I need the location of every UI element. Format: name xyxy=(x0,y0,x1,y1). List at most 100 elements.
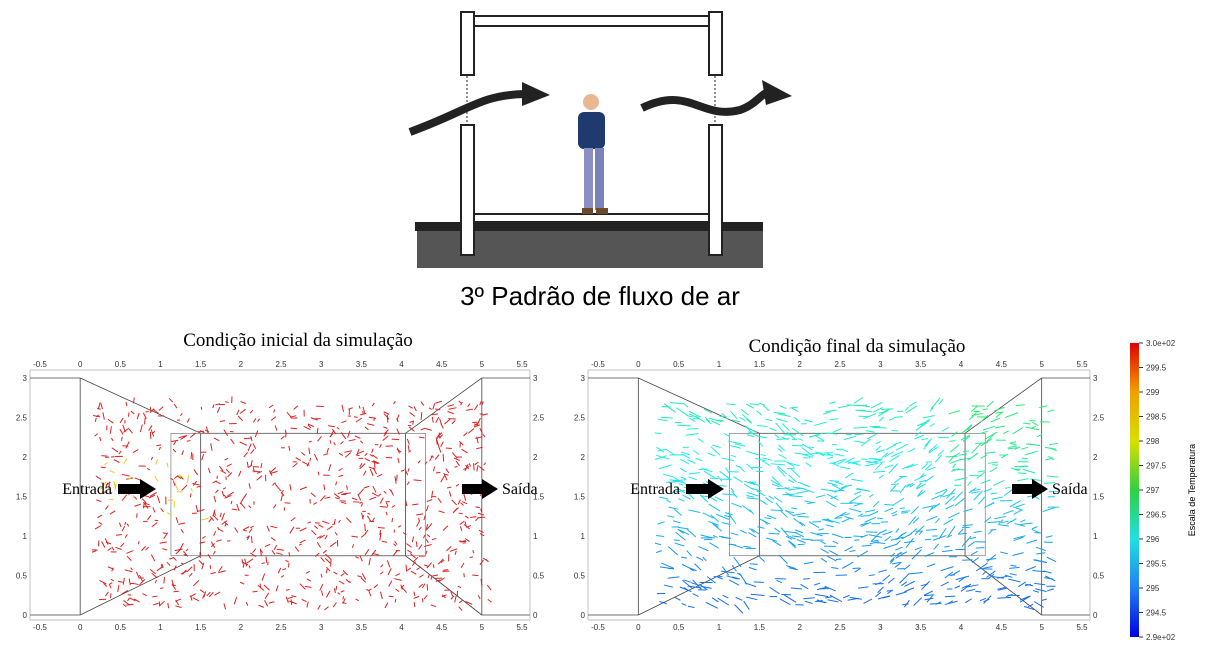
flow-vector xyxy=(848,598,859,600)
flow-vector xyxy=(386,512,387,515)
flow-vector xyxy=(105,506,108,510)
flow-vector xyxy=(974,531,982,532)
flow-vector xyxy=(125,534,127,537)
flow-vector xyxy=(747,464,753,470)
flow-vector xyxy=(906,538,913,547)
flow-vector xyxy=(261,563,264,564)
flow-vector xyxy=(336,482,337,486)
flow-vector xyxy=(761,455,766,456)
flow-vector xyxy=(746,451,758,455)
flow-vector xyxy=(474,405,477,410)
flow-vector xyxy=(456,484,459,486)
flow-vector xyxy=(327,526,332,530)
y-tick-label: 0 xyxy=(1093,611,1098,620)
flow-vector xyxy=(1018,473,1026,474)
flow-vector xyxy=(935,455,941,462)
flow-vector xyxy=(126,402,127,406)
flow-vector xyxy=(291,596,296,597)
flow-vector xyxy=(416,541,417,546)
flow-vector xyxy=(785,510,794,516)
flow-vector xyxy=(849,509,861,512)
y-tick-label: 1.5 xyxy=(1093,493,1105,502)
flow-vector xyxy=(978,471,986,472)
flow-vector xyxy=(981,415,988,422)
flow-vector xyxy=(300,487,307,490)
flow-vector xyxy=(931,398,940,409)
flow-vector xyxy=(193,580,199,585)
flow-vector xyxy=(136,572,139,579)
flow-vector xyxy=(253,549,256,553)
flow-vector xyxy=(708,453,716,456)
x-tick-label: 3.5 xyxy=(356,360,368,369)
flow-vector xyxy=(412,537,413,542)
colorbar-tick-label: 295 xyxy=(1146,584,1160,593)
flow-vector xyxy=(695,564,701,570)
flow-vector xyxy=(242,559,243,563)
flow-vector xyxy=(324,484,325,490)
flow-vector xyxy=(752,488,762,491)
flow-vector xyxy=(466,409,473,410)
flow-vector xyxy=(444,419,450,424)
flow-vector xyxy=(306,571,310,573)
flow-vector xyxy=(470,517,476,518)
flow-vector xyxy=(804,562,813,564)
x-tick-label: 3 xyxy=(319,360,324,369)
flow-vector xyxy=(323,550,326,553)
flow-vector xyxy=(309,441,312,442)
flow-vector xyxy=(325,497,331,498)
flow-vector xyxy=(441,475,445,482)
x-tick-label: 0 xyxy=(636,623,641,632)
flow-vector xyxy=(1021,447,1028,449)
flow-vector xyxy=(429,408,432,410)
flow-vector xyxy=(119,451,121,454)
flow-vector xyxy=(121,543,125,547)
flow-vector xyxy=(774,497,782,503)
flow-vector xyxy=(874,543,885,544)
flow-vector xyxy=(941,567,954,571)
flow-vector xyxy=(757,426,768,427)
flow-vector xyxy=(387,560,390,567)
flow-vector xyxy=(372,550,376,556)
flow-vector xyxy=(238,416,242,421)
inlet-label: Entrada xyxy=(630,481,680,498)
flow-vector xyxy=(878,570,887,572)
flow-vector xyxy=(417,567,421,570)
flow-vector xyxy=(963,451,969,452)
flow-vector xyxy=(156,445,161,446)
flow-vector xyxy=(155,476,158,482)
y-tick-label: 2.5 xyxy=(1093,414,1105,423)
y-tick-label: 2.5 xyxy=(533,414,545,423)
flow-vector xyxy=(257,476,263,481)
flow-vector xyxy=(942,427,949,431)
flow-vector xyxy=(213,405,214,408)
flow-vector xyxy=(265,600,268,606)
flow-vector xyxy=(325,558,330,563)
y-tick-label: 1.5 xyxy=(16,493,28,502)
flow-vector xyxy=(834,454,840,455)
flow-vector xyxy=(782,494,795,495)
flow-vector xyxy=(259,605,264,607)
flow-vector xyxy=(794,417,799,422)
flow-vector xyxy=(1023,469,1035,473)
flow-vector xyxy=(469,463,471,466)
x-tick-label: 4.5 xyxy=(996,623,1008,632)
flow-vector xyxy=(395,541,397,544)
flow-vector xyxy=(426,539,429,543)
flow-vector xyxy=(778,448,783,451)
flow-vector xyxy=(891,484,899,485)
flow-vector xyxy=(976,563,988,571)
flow-vector xyxy=(460,526,462,531)
flow-vector xyxy=(462,449,468,453)
flow-vector xyxy=(873,501,879,507)
flow-vector xyxy=(922,439,928,440)
flow-vector xyxy=(971,492,980,493)
flow-vector xyxy=(128,412,129,416)
flow-vector xyxy=(1020,520,1025,522)
flow-vector xyxy=(1035,533,1041,534)
flow-vector xyxy=(222,513,225,520)
flow-vector xyxy=(406,544,411,548)
panel-title: Condição final da simulação xyxy=(749,336,966,357)
flow-vector xyxy=(686,433,699,435)
flow-vector xyxy=(253,443,256,448)
flow-vector xyxy=(789,541,796,546)
